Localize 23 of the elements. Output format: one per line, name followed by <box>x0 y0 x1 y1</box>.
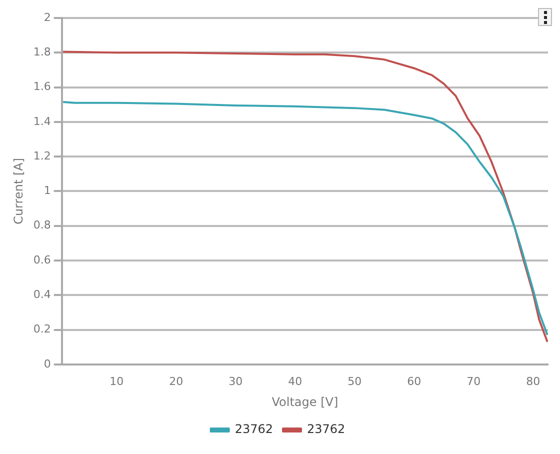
y-tick-label: 1.2 <box>33 149 51 162</box>
x-tick-label: 30 <box>228 374 243 388</box>
y-tick-label: 0.8 <box>33 218 51 232</box>
x-tick-label: 60 <box>407 374 422 388</box>
x-tick-label: 50 <box>348 374 362 388</box>
y-tick-label: 0.6 <box>33 253 51 266</box>
x-tick-label: 80 <box>526 374 540 388</box>
y-axis-title: Current [A] <box>11 158 26 224</box>
y-tick-label: 2 <box>44 10 51 24</box>
y-tick-label: 1 <box>44 184 51 198</box>
legend-label: 23762 <box>234 422 274 436</box>
y-tick-label: 0.4 <box>33 288 51 301</box>
y-tick-label: 1.4 <box>33 114 51 128</box>
x-tick-label: 40 <box>288 374 302 388</box>
y-tick-label: 0 <box>44 357 51 370</box>
y-tick-label: 1.6 <box>33 80 51 94</box>
x-tick-label: 10 <box>110 374 124 388</box>
x-tick-label: 20 <box>169 374 184 388</box>
y-tick-label: 0.2 <box>33 322 51 336</box>
x-tick-label: 70 <box>466 374 481 388</box>
y-tick-label: 1.8 <box>33 46 51 58</box>
legend-label: 23762 <box>307 422 346 436</box>
x-axis-title: Voltage [V] <box>272 394 338 409</box>
